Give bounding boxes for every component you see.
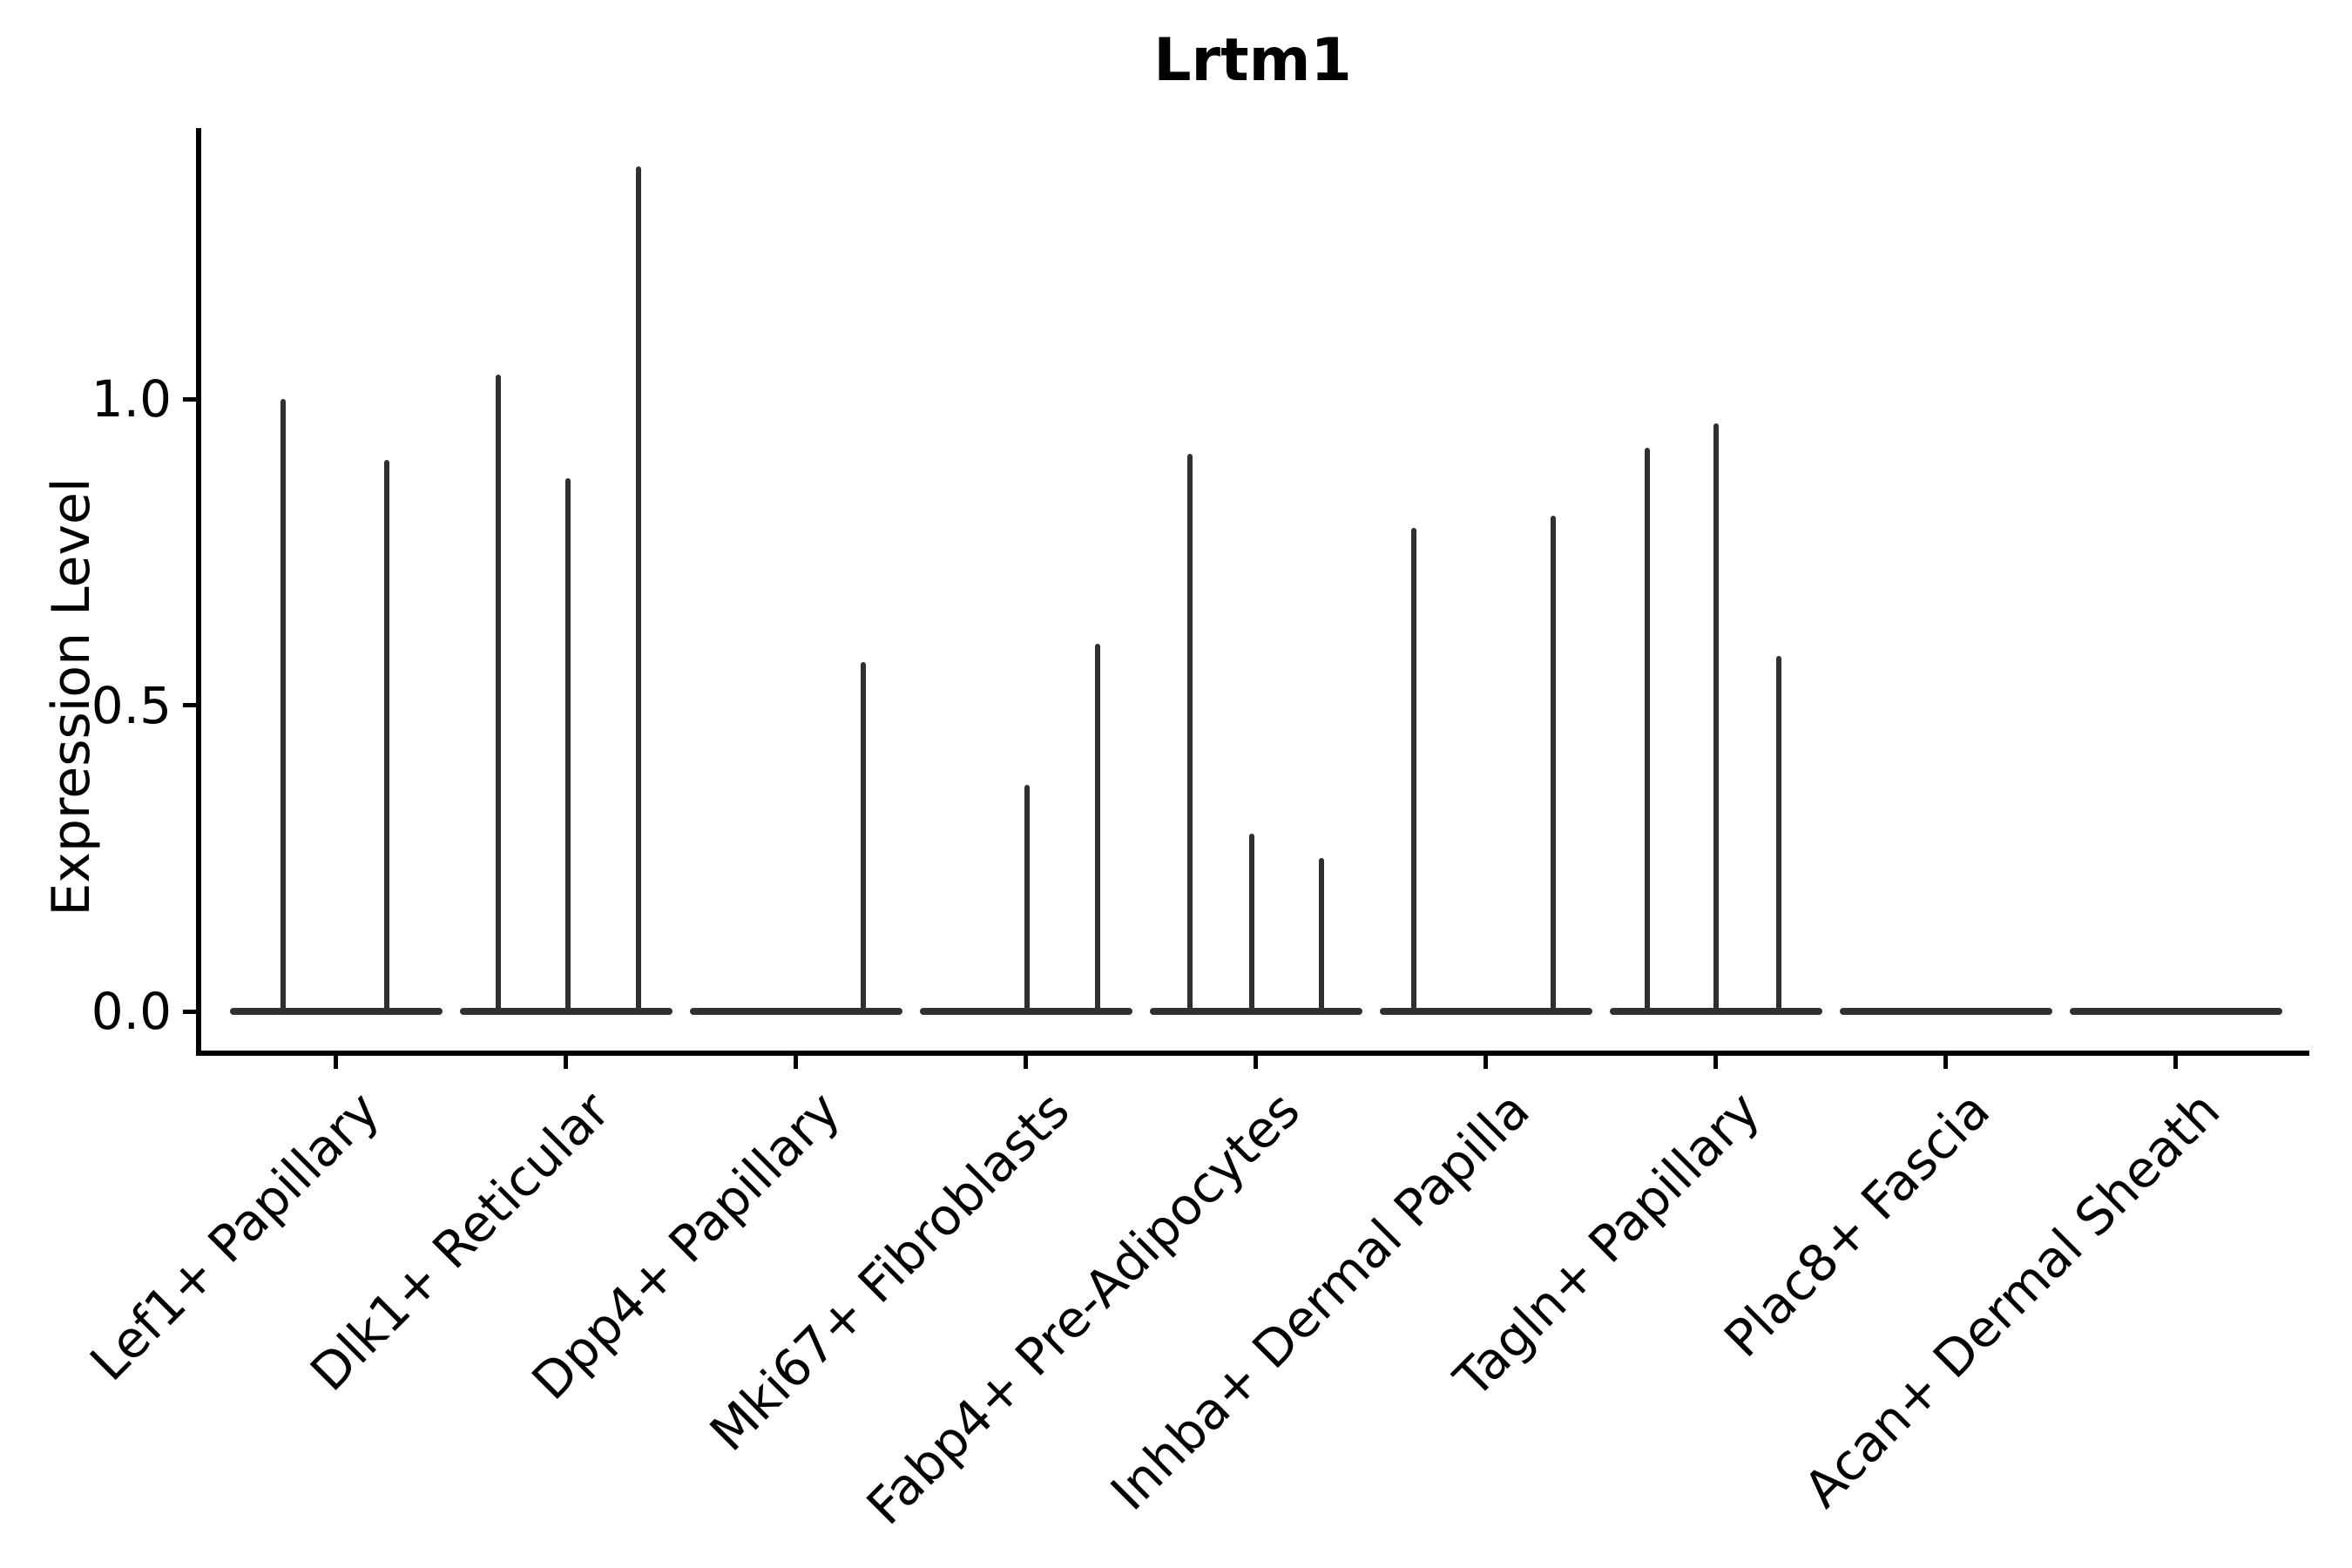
chart-title: Lrtm1 — [1153, 26, 1352, 95]
violin-baseline — [2069, 1008, 2282, 1015]
violin-spike — [1318, 858, 1324, 1015]
x-tick-label: Inhba+ Dermal Papilla — [1099, 1080, 1542, 1522]
x-tick-mark — [1024, 1056, 1029, 1069]
violin-spike — [1024, 784, 1030, 1015]
y-tick-label: 1.0 — [91, 369, 172, 429]
violin-spike — [383, 460, 389, 1015]
y-axis-spine — [196, 128, 201, 1056]
violin-spike — [1713, 423, 1719, 1015]
violin-baseline — [1839, 1008, 2052, 1015]
violin-spike — [564, 478, 571, 1015]
x-tick-mark — [2173, 1056, 2179, 1069]
violin-spike — [635, 166, 641, 1015]
y-tick-label: 0.0 — [91, 982, 172, 1041]
violin-spike — [280, 399, 286, 1015]
violin-spike — [495, 374, 501, 1015]
x-tick-mark — [1713, 1056, 1719, 1069]
violin-baseline — [229, 1008, 443, 1015]
x-tick-mark — [1254, 1056, 1259, 1069]
x-tick-mark — [1484, 1056, 1489, 1069]
x-tick-mark — [334, 1056, 338, 1069]
violin-spike — [1550, 515, 1556, 1015]
y-tick-label: 0.5 — [91, 675, 172, 735]
x-tick-mark — [1943, 1056, 1949, 1069]
violin-baseline — [689, 1008, 902, 1015]
x-tick-label: Fabp4+ Pre-Adipocytes — [855, 1080, 1311, 1537]
y-tick-mark — [183, 1009, 196, 1014]
violin-spike — [1248, 834, 1254, 1015]
x-axis-spine — [196, 1051, 2309, 1056]
violin-baseline — [1379, 1008, 1592, 1015]
x-tick-mark — [794, 1056, 799, 1069]
violin-spike — [1094, 644, 1100, 1015]
x-tick-mark — [564, 1056, 569, 1069]
violin-baseline — [1149, 1008, 1362, 1015]
y-tick-mark — [183, 396, 196, 402]
violin-spike — [1775, 656, 1781, 1015]
y-tick-mark — [183, 703, 196, 707]
violin-spike — [860, 662, 866, 1015]
x-tick-label: Acan+ Dermal Sheath — [1792, 1080, 2232, 1519]
violin-spike — [1644, 448, 1650, 1015]
violin-spike — [1186, 454, 1193, 1015]
violin-spike — [1410, 527, 1416, 1015]
